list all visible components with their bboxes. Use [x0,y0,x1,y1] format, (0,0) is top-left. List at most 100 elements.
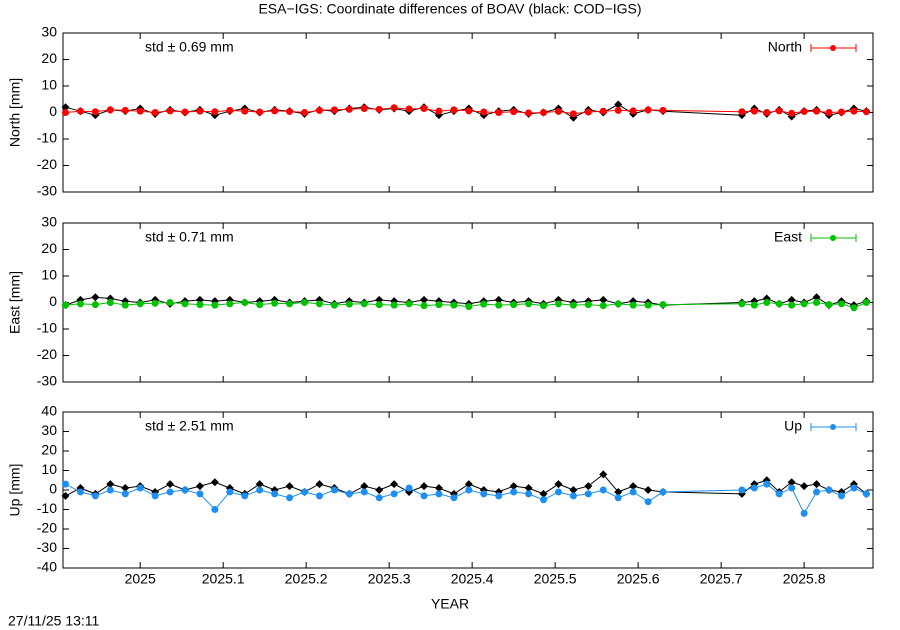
point [435,301,443,309]
point [495,492,503,500]
y-tick-label: 40 [41,403,57,419]
point [750,301,758,309]
point [196,301,204,309]
point [360,300,368,308]
y-tick-label: -20 [37,346,57,362]
y-tick-label: -10 [37,320,57,336]
point [495,109,503,116]
point [862,490,870,498]
point [494,295,503,304]
legend-marker [830,424,836,430]
point [763,299,771,306]
y-tick-label: 30 [41,214,57,230]
point [360,482,369,491]
point [800,509,808,517]
point [420,105,428,113]
point [480,300,488,308]
point [788,484,796,492]
point [775,300,783,308]
point [301,488,309,496]
point [61,103,70,112]
point [256,486,264,494]
point [315,480,324,489]
point [286,494,294,502]
point [91,293,100,302]
point [644,301,652,309]
point [76,107,84,115]
point [121,106,129,114]
y-tick-label: 10 [41,267,57,283]
point [255,480,264,489]
point [435,490,443,498]
point [315,300,323,308]
point [812,293,821,302]
x-tick-label: 2025.3 [368,571,411,587]
point [166,488,174,496]
point [800,482,809,491]
point [76,488,84,496]
x-tick-label: 2025 [125,571,156,587]
point [196,107,204,115]
point [738,108,746,116]
point [644,106,652,114]
point [196,490,204,498]
point [286,300,294,308]
point [850,107,858,115]
y-tick-label: -10 [37,130,57,146]
point [800,300,808,308]
point [450,301,458,309]
point [286,107,294,115]
point [315,106,323,114]
x-tick-label: 2025.2 [285,571,328,587]
point [166,299,174,306]
x-tick-label: 2025.5 [534,571,577,587]
y-tick-label: 0 [49,293,57,309]
point [813,299,821,306]
point [599,302,607,310]
point [525,109,533,117]
point [480,490,488,498]
point [509,482,518,491]
point [465,486,473,494]
point [420,482,429,491]
point [659,106,667,114]
point [136,484,144,492]
series-line [65,483,867,515]
point [599,107,607,115]
point [241,492,249,500]
legend-marker [830,45,836,51]
point [271,107,279,115]
point [330,301,338,309]
point [837,300,845,308]
point [614,100,623,109]
y-tick-label: 20 [41,442,57,458]
point [211,108,219,116]
y-tick-label: -30 [37,373,57,389]
point [569,486,578,494]
point [825,301,833,309]
point [584,490,592,498]
point [390,490,398,498]
point [599,470,608,479]
point [375,494,383,502]
point [480,108,488,116]
point [420,492,428,500]
point [750,107,758,115]
y-tick-label: -30 [37,539,57,555]
point [360,488,368,496]
point [106,480,115,489]
point [787,295,796,304]
point [390,480,399,489]
point [345,300,353,308]
point [61,491,70,500]
series-line [65,296,867,306]
point [121,301,129,309]
point [241,107,249,115]
y-tick-label: 0 [49,481,57,497]
legend-marker [830,235,836,241]
point [136,107,144,115]
point [763,480,771,488]
point [256,108,264,116]
point [181,300,189,308]
